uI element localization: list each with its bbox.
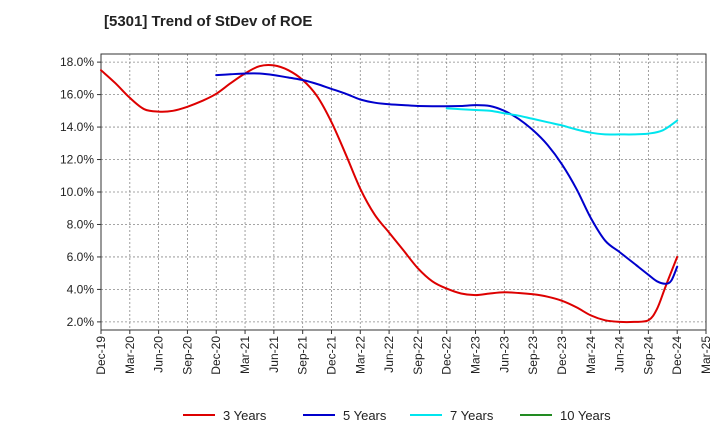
series-line-5-years: [215, 72, 679, 285]
x-tick-label: Dec-20: [209, 336, 223, 375]
x-tick-label: Sep-24: [641, 336, 655, 375]
x-tick-label: Dec-22: [440, 336, 454, 375]
x-tick-label: Mar-20: [123, 336, 137, 374]
x-tick-label: Dec-19: [94, 336, 108, 375]
x-tick-label: Sep-22: [411, 336, 425, 375]
x-tick-label: Jun-24: [613, 336, 627, 373]
legend-label: 5 Years: [343, 408, 387, 423]
x-tick-label: Dec-24: [670, 336, 684, 375]
x-tick-label: Mar-23: [469, 336, 483, 374]
y-axis: 2.0% 4.0% 6.0% 8.0% 10.0% 12.0% 14.0% 16.0% 18.0…: [60, 55, 101, 329]
x-tick-label: Sep-23: [526, 336, 540, 375]
x-tick-label: Mar-24: [584, 336, 598, 374]
legend: 3 Years 5 Years 7 Years 10 Years: [183, 408, 611, 423]
chart-title: [5301] Trend of StDev of ROE: [104, 13, 312, 30]
x-tick-label: Mar-25: [699, 336, 713, 374]
legend-label: 3 Years: [223, 408, 267, 423]
y-tick-label: 18.0%: [60, 55, 94, 69]
series-line-3-years: [100, 63, 679, 324]
y-tick-label: 14.0%: [60, 120, 94, 134]
y-tick-label: 6.0%: [67, 250, 95, 264]
legend-label: 7 Years: [450, 408, 494, 423]
x-tick-label: Jun-20: [152, 336, 166, 373]
y-tick-label: 2.0%: [67, 315, 95, 329]
x-tick-label: Jun-21: [267, 336, 281, 373]
series-line-7-years: [445, 107, 679, 136]
grid: [100, 54, 707, 330]
x-tick-label: Mar-22: [353, 336, 367, 374]
legend-label: 10 Years: [560, 408, 611, 423]
x-axis: Dec-19 Mar-20 Jun-20 Sep-20 Dec-20 Mar-21 Jun-…: [94, 330, 713, 375]
x-tick-label: Jun-23: [497, 336, 511, 373]
x-tick-label: Sep-21: [296, 336, 310, 375]
y-tick-label: 4.0%: [67, 282, 95, 296]
x-tick-label: Mar-21: [238, 336, 252, 374]
x-tick-label: Dec-23: [555, 336, 569, 375]
plot-frame: [100, 53, 707, 331]
x-tick-label: Dec-21: [324, 336, 338, 375]
series-layer: [100, 63, 679, 324]
y-tick-label: 10.0%: [60, 185, 94, 199]
y-tick-label: 12.0%: [60, 153, 94, 167]
y-tick-label: 16.0%: [60, 88, 94, 102]
y-tick-label: 8.0%: [67, 217, 95, 231]
x-tick-label: Jun-22: [382, 336, 396, 373]
x-tick-label: Sep-20: [180, 336, 194, 375]
